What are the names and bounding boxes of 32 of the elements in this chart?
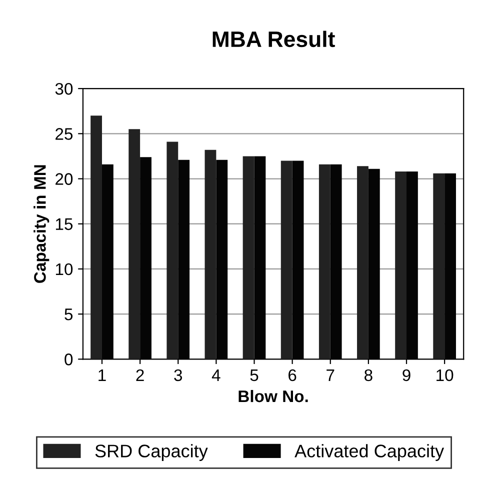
y-tick-label: 5 [64, 308, 73, 320]
bar [204, 150, 216, 360]
bar [166, 142, 178, 360]
x-tick-label: 1 [98, 369, 106, 381]
x-tick-label: 10 [436, 369, 454, 382]
bar [318, 164, 330, 360]
bar [128, 129, 140, 360]
legend-label: SRD Capacity [95, 444, 208, 461]
bar [280, 160, 292, 360]
x-tick-label: 6 [288, 369, 296, 382]
x-tick-label: 5 [250, 369, 258, 382]
bar [242, 156, 254, 360]
y-tick-label: 0 [64, 354, 73, 366]
x-tick-label: 8 [364, 369, 372, 382]
x-tick-label: 4 [212, 369, 220, 381]
bar [433, 173, 445, 360]
x-tick-label: 2 [136, 369, 144, 381]
x-tick-label: 7 [326, 369, 334, 381]
x-tick-label: 9 [402, 369, 410, 382]
bar [90, 116, 102, 360]
y-tick-label: 25 [56, 128, 73, 140]
bar [357, 166, 368, 360]
y-tick-label: 10 [56, 263, 73, 276]
legend-label: Activated Capacity [294, 444, 444, 461]
y-tick-label: 20 [56, 173, 73, 185]
x-tick-label: 3 [174, 369, 182, 382]
y-tick-label: 15 [56, 218, 73, 230]
x-axis-title: Blow No. [238, 390, 308, 402]
y-tick-label: 30 [55, 82, 73, 95]
bar [395, 172, 407, 360]
chart-title: MBA Result [212, 30, 335, 48]
y-axis-title: Capacity in MN [34, 165, 50, 283]
